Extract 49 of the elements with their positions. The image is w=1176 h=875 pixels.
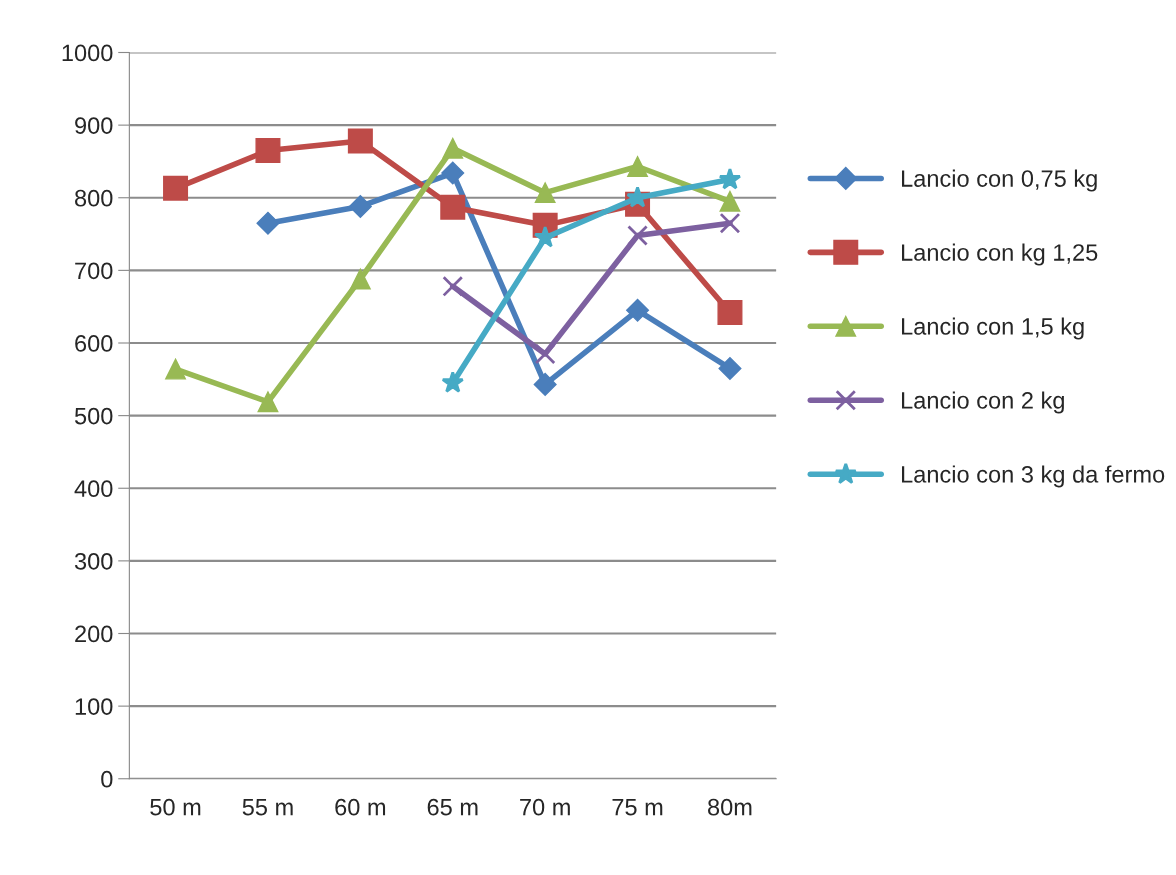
point bbox=[348, 194, 372, 218]
y-tick-label: 0 bbox=[101, 770, 113, 788]
y-tick-label: 800 bbox=[75, 189, 113, 207]
point bbox=[533, 225, 557, 248]
point bbox=[626, 185, 649, 208]
y-tick-label: 200 bbox=[75, 625, 113, 643]
point bbox=[718, 356, 742, 380]
y-tick-label: 300 bbox=[74, 552, 113, 570]
point bbox=[626, 298, 650, 322]
y-tick-label: 700 bbox=[75, 262, 113, 280]
point bbox=[442, 275, 464, 297]
point bbox=[255, 138, 281, 164]
x-tick-label: 60 m bbox=[335, 798, 386, 816]
legend-label: Lancio con 0,75 kg bbox=[902, 169, 1097, 192]
x-tick-label: 70 m bbox=[520, 798, 570, 816]
point bbox=[533, 372, 557, 396]
point bbox=[349, 268, 371, 290]
point bbox=[257, 391, 279, 413]
point bbox=[347, 128, 373, 154]
point bbox=[627, 225, 648, 246]
point bbox=[717, 299, 743, 325]
point bbox=[440, 194, 466, 220]
y-tick-label: 100 bbox=[75, 698, 113, 715]
y-tick-label: 600 bbox=[75, 335, 113, 352]
x-tick-label: 50 m bbox=[150, 798, 201, 816]
point bbox=[441, 161, 465, 185]
point bbox=[441, 371, 465, 393]
point bbox=[165, 358, 186, 380]
point bbox=[256, 211, 280, 235]
y-tick-label: 500 bbox=[74, 407, 113, 425]
point bbox=[627, 156, 648, 177]
point bbox=[534, 182, 556, 204]
y-tick-label: 900 bbox=[75, 117, 113, 134]
legend-label: Lancio con kg 1,25 bbox=[902, 243, 1098, 266]
point bbox=[719, 212, 741, 234]
x-tick-label: 65 m bbox=[427, 798, 478, 816]
point bbox=[163, 175, 189, 201]
x-tick-label: 75 m bbox=[612, 799, 663, 816]
legend-label: Lancio con 2 kg bbox=[902, 391, 1064, 414]
point bbox=[534, 343, 556, 365]
point bbox=[718, 167, 742, 190]
legend-label: Lancio con 1,5 kg bbox=[902, 317, 1084, 340]
point bbox=[442, 137, 464, 159]
y-tick-label: 400 bbox=[74, 480, 113, 498]
point bbox=[719, 190, 741, 212]
legend-label: Lancio con 3 kg da fermo bbox=[902, 465, 1165, 488]
x-tick-label: 80m bbox=[708, 798, 752, 816]
y-tick-label: 1000 bbox=[62, 44, 113, 62]
x-tick-label: 55 m bbox=[242, 799, 293, 816]
